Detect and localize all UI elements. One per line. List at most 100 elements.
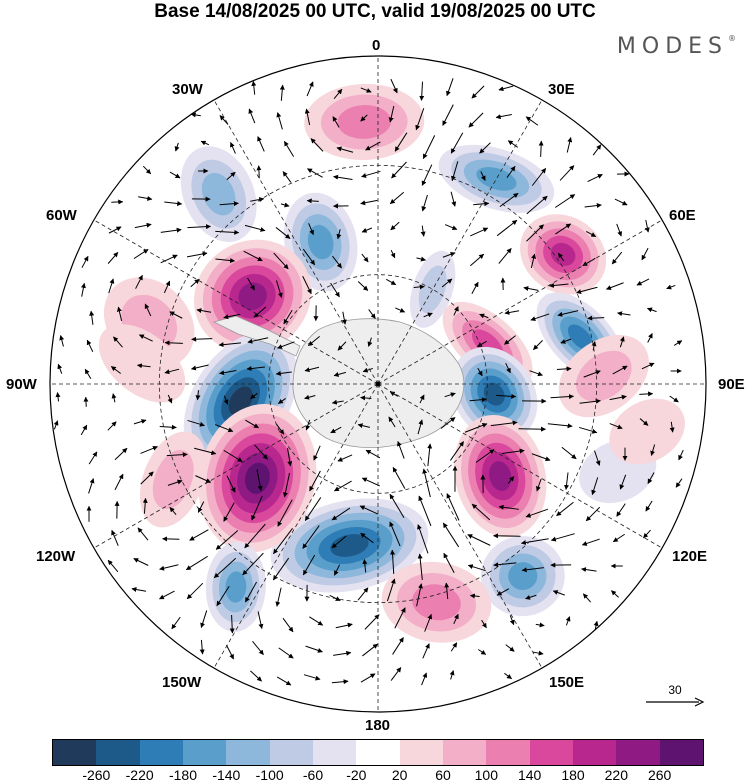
wind-vector (507, 476, 515, 484)
wind-vector (647, 472, 655, 484)
wind-vector (536, 478, 542, 492)
wind-vector (219, 115, 229, 125)
wind-vector (283, 309, 293, 325)
meridian-line (377, 99, 543, 385)
wind-vector (678, 449, 684, 461)
wind-vector (134, 222, 152, 229)
wind-vector (88, 451, 98, 465)
wind-vector (561, 446, 577, 460)
wind-vector (581, 538, 600, 546)
wind-vector (479, 142, 491, 154)
wind-vector (444, 224, 458, 231)
wind-vector (167, 394, 173, 404)
wind-vector (471, 85, 485, 99)
wind-vector (390, 549, 396, 574)
wind-vector (362, 643, 378, 657)
wind-vector (273, 528, 293, 555)
wind-vector (303, 674, 321, 681)
wind-vector (276, 112, 283, 130)
wind-vector (549, 283, 569, 289)
wind-vector (451, 161, 459, 182)
meridian-line (213, 383, 379, 669)
wind-vector (250, 197, 265, 203)
wind-vector (605, 282, 624, 290)
wind-vector (557, 252, 565, 262)
wind-vector (257, 611, 264, 630)
wind-vector (470, 227, 489, 237)
wind-vector (333, 564, 341, 576)
wind-vector (611, 590, 619, 598)
wind-vector (619, 336, 625, 348)
wind-vector (525, 508, 549, 518)
wind-vector (185, 555, 208, 571)
wind-vector (585, 506, 601, 522)
wind-vector (160, 227, 182, 233)
wind-vector (335, 622, 353, 629)
colorbar-tick-label: 20 (391, 767, 408, 783)
wind-vector (579, 398, 601, 404)
wind-vector (360, 199, 378, 206)
anomaly-contour-fill (567, 324, 593, 351)
wind-vector (107, 251, 119, 264)
wind-vector (336, 146, 354, 153)
reference-vector-arrow (646, 697, 705, 707)
wind-vector (478, 649, 487, 655)
wind-vector (416, 583, 423, 607)
wind-vector (636, 278, 650, 286)
wind-vector (475, 449, 495, 463)
wind-vector (304, 394, 316, 400)
wind-vector (391, 161, 407, 179)
wind-vector (169, 311, 183, 319)
wind-vector (520, 538, 549, 545)
wind-vector (89, 310, 95, 325)
wind-vector (163, 280, 171, 294)
wind-vector (498, 85, 514, 92)
wind-vector (421, 672, 428, 686)
wind-vector (360, 673, 376, 683)
wind-vector (308, 223, 314, 236)
wind-vector (251, 495, 263, 521)
wind-vector (197, 501, 205, 513)
wind-vector (282, 171, 292, 183)
wind-vector (442, 522, 460, 548)
wind-vector (669, 421, 675, 433)
wind-vector (275, 227, 291, 239)
wind-vector (525, 116, 539, 126)
wind-vector (331, 679, 349, 685)
wind-vector (614, 198, 628, 206)
wind-vector (449, 670, 455, 680)
colorbar-swatch (269, 740, 313, 765)
anomaly-contour-fill (238, 282, 267, 310)
wind-vector (416, 256, 427, 262)
wind-vector (310, 138, 324, 152)
wind-vector (247, 277, 255, 291)
wind-vector (496, 219, 518, 237)
wind-vector (367, 337, 373, 347)
wind-vector (504, 310, 520, 315)
wind-vector (565, 616, 571, 626)
wind-vector (473, 201, 490, 207)
wind-vector (190, 112, 201, 118)
brand-mark: ® (728, 34, 736, 43)
wind-vector (164, 340, 183, 346)
wind-vector (529, 370, 543, 377)
wind-vector (420, 225, 426, 237)
wind-vector (278, 647, 294, 659)
wind-vector (559, 165, 575, 181)
wind-vector (481, 619, 487, 629)
colorbar (52, 739, 704, 766)
wind-vector (584, 203, 602, 208)
wind-vector (479, 313, 489, 319)
wind-vector (669, 395, 679, 403)
wind-vector (159, 564, 179, 571)
wind-vector (277, 499, 293, 527)
wind-vector (86, 339, 94, 353)
meridian-line (93, 219, 379, 385)
wind-vector (360, 87, 372, 93)
wind-vector (397, 440, 405, 459)
wind-vector (496, 393, 517, 399)
wind-vector (538, 140, 544, 157)
wind-vector (138, 334, 153, 342)
wind-vector (394, 607, 406, 629)
wind-vector (587, 174, 603, 182)
